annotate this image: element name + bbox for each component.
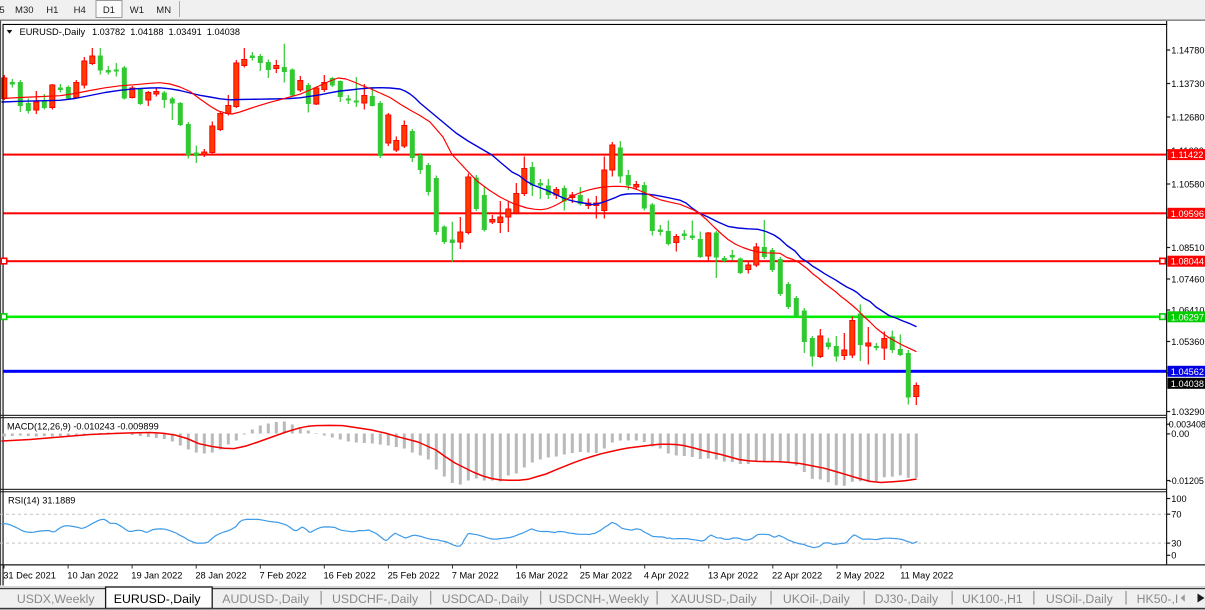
- svg-text:7 Feb 2022: 7 Feb 2022: [260, 570, 307, 580]
- svg-text:1.04562: 1.04562: [1171, 367, 1204, 377]
- svg-text:13 Apr 2022: 13 Apr 2022: [708, 570, 758, 580]
- svg-text:1.12680: 1.12680: [1171, 112, 1204, 122]
- svg-text:1.05360: 1.05360: [1171, 337, 1204, 347]
- svg-text:16 Feb 2022: 16 Feb 2022: [324, 570, 376, 580]
- svg-text:EURUSD-,Daily: EURUSD-,Daily: [20, 27, 86, 37]
- svg-text:0.00: 0.00: [1171, 429, 1189, 439]
- svg-text:1.14780: 1.14780: [1171, 45, 1204, 55]
- svg-text:UKOil-,Daily: UKOil-,Daily: [783, 592, 851, 606]
- svg-text:EURUSD-,Daily: EURUSD-,Daily: [114, 592, 202, 606]
- svg-text:11 May 2022: 11 May 2022: [900, 570, 953, 580]
- svg-text:5: 5: [0, 5, 5, 16]
- svg-text:1.08510: 1.08510: [1171, 243, 1204, 253]
- svg-text:USDX,Weekly: USDX,Weekly: [17, 592, 96, 606]
- svg-text:1.03290: 1.03290: [1171, 407, 1204, 417]
- svg-text:-0.01205: -0.01205: [1169, 476, 1204, 486]
- svg-text:0: 0: [1171, 551, 1176, 561]
- svg-text:16 Mar 2022: 16 Mar 2022: [516, 570, 568, 580]
- svg-text:1.10580: 1.10580: [1171, 179, 1204, 189]
- svg-text:2 May 2022: 2 May 2022: [836, 570, 885, 580]
- svg-text:1.11422: 1.11422: [1171, 150, 1204, 160]
- svg-text:30: 30: [1171, 538, 1181, 548]
- svg-text:1.06410: 1.06410: [1171, 305, 1204, 315]
- svg-text:4 Apr 2022: 4 Apr 2022: [644, 570, 689, 580]
- svg-text:1.08044: 1.08044: [1171, 257, 1204, 267]
- svg-text:UK100-,H1: UK100-,H1: [962, 592, 1023, 606]
- svg-text:USDCNH-,Weekly: USDCNH-,Weekly: [549, 592, 650, 606]
- svg-text:USDCHF-,Daily: USDCHF-,Daily: [332, 592, 419, 606]
- svg-text:25 Mar 2022: 25 Mar 2022: [580, 570, 632, 580]
- svg-text:1.04038: 1.04038: [1171, 379, 1204, 389]
- svg-text:MN: MN: [156, 5, 171, 16]
- svg-text:XAUUSD-,Daily: XAUUSD-,Daily: [671, 592, 758, 606]
- svg-text:10 Jan 2022: 10 Jan 2022: [67, 570, 118, 580]
- svg-text:1.13730: 1.13730: [1171, 79, 1204, 89]
- svg-text:7 Mar 2022: 7 Mar 2022: [452, 570, 499, 580]
- svg-text:USOil-,Daily: USOil-,Daily: [1046, 592, 1114, 606]
- svg-text:19 Jan 2022: 19 Jan 2022: [131, 570, 182, 580]
- svg-text:28 Jan 2022: 28 Jan 2022: [195, 570, 246, 580]
- svg-text:HK50-,I: HK50-,I: [1137, 592, 1179, 606]
- svg-text:H1: H1: [46, 5, 58, 16]
- svg-text:1.07460: 1.07460: [1171, 274, 1204, 284]
- svg-text:25 Feb 2022: 25 Feb 2022: [388, 570, 440, 580]
- svg-text:RSI(14) 31.1889: RSI(14) 31.1889: [8, 496, 75, 506]
- svg-text:1.09596: 1.09596: [1171, 209, 1204, 219]
- svg-text:AUDUSD-,Daily: AUDUSD-,Daily: [222, 592, 310, 606]
- svg-text:H4: H4: [74, 5, 86, 16]
- svg-text:W1: W1: [130, 5, 144, 16]
- svg-text:1.06297: 1.06297: [1171, 312, 1204, 322]
- svg-text:100: 100: [1171, 494, 1186, 504]
- svg-text:USDCAD-,Daily: USDCAD-,Daily: [442, 592, 530, 606]
- svg-text:0.003408: 0.003408: [1169, 420, 1205, 430]
- svg-text:DJ30-,Daily: DJ30-,Daily: [875, 592, 939, 606]
- svg-text:M30: M30: [15, 5, 33, 16]
- svg-text:1.03782 1.04188 1.03491 1.0403: 1.03782 1.04188 1.03491 1.04038: [92, 27, 240, 37]
- svg-text:MACD(12,26,9) -0.010243 -0.009: MACD(12,26,9) -0.010243 -0.009899: [7, 421, 159, 431]
- svg-text:22 Apr 2022: 22 Apr 2022: [772, 570, 822, 580]
- svg-text:31 Dec 2021: 31 Dec 2021: [3, 570, 56, 580]
- svg-text:D1: D1: [103, 5, 115, 16]
- svg-text:70: 70: [1171, 510, 1181, 520]
